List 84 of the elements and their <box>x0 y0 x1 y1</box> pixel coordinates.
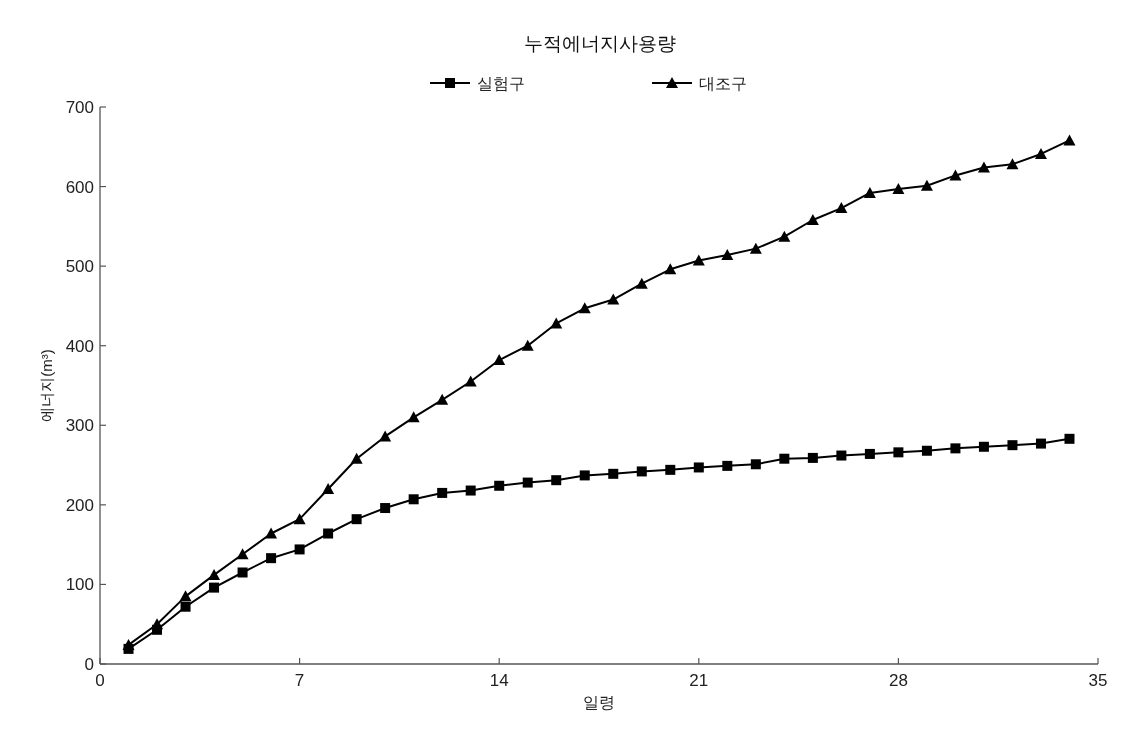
point <box>921 445 932 456</box>
point <box>692 254 705 266</box>
point <box>722 460 733 471</box>
point <box>494 480 505 491</box>
point <box>950 443 961 454</box>
point <box>693 462 704 473</box>
point <box>380 503 391 514</box>
point <box>294 544 305 555</box>
point <box>778 230 791 242</box>
chart-title: 누적에너지사용량 <box>524 33 676 54</box>
point <box>236 548 249 560</box>
point <box>550 317 563 329</box>
point <box>779 453 790 464</box>
point <box>179 590 192 602</box>
point <box>464 375 477 387</box>
point <box>893 447 904 458</box>
point <box>521 339 534 351</box>
point <box>806 213 819 225</box>
y-tick-label: 200 <box>65 495 94 515</box>
point <box>635 277 648 289</box>
point <box>864 448 875 459</box>
point <box>607 293 620 305</box>
point <box>323 528 334 539</box>
point <box>949 169 962 181</box>
point <box>920 179 933 191</box>
point <box>237 567 248 578</box>
point <box>522 477 533 488</box>
point <box>208 568 221 580</box>
x-tick-label: 21 <box>689 671 709 690</box>
point <box>407 411 420 423</box>
point <box>351 514 362 525</box>
point <box>807 452 818 463</box>
point <box>579 470 590 481</box>
x-tick-label: 14 <box>489 671 509 690</box>
point <box>1064 433 1075 444</box>
x-tick-label: 35 <box>1088 671 1108 690</box>
point <box>608 468 619 479</box>
point <box>209 582 220 593</box>
point <box>350 452 363 464</box>
point <box>437 487 448 498</box>
x-tick-label: 7 <box>294 671 305 690</box>
y-tick-label: 400 <box>65 336 94 356</box>
point <box>1007 440 1018 451</box>
x-tick-label: 28 <box>888 671 908 690</box>
point <box>1006 158 1019 170</box>
point <box>636 466 647 477</box>
y-tick-label: 600 <box>65 177 94 197</box>
y-tick-label: 500 <box>65 257 94 277</box>
y-tick-label: 0 <box>84 655 94 674</box>
point <box>123 643 134 654</box>
point <box>977 161 990 173</box>
point <box>152 624 163 635</box>
point <box>465 485 476 496</box>
y-axis-title: 에너지(m³) <box>38 349 55 422</box>
y-tick-label: 100 <box>65 575 94 595</box>
point <box>892 182 905 194</box>
point <box>863 186 876 198</box>
y-tick-label: 300 <box>65 416 94 436</box>
point <box>749 242 762 254</box>
point <box>665 464 676 475</box>
x-axis-title: 일령 <box>583 694 615 711</box>
point <box>978 441 989 452</box>
point <box>266 553 277 564</box>
point <box>664 263 677 275</box>
point <box>1034 147 1047 159</box>
point <box>835 202 848 214</box>
point <box>493 354 506 366</box>
point <box>265 527 278 539</box>
point <box>721 249 734 260</box>
point <box>551 475 562 486</box>
legend-label: 대조구 <box>699 75 747 92</box>
point <box>1035 438 1046 449</box>
legend-label: 실험구 <box>477 75 525 92</box>
point <box>180 601 191 612</box>
point <box>379 430 392 442</box>
point <box>750 459 761 470</box>
point <box>836 450 847 461</box>
y-tick-label: 700 <box>65 98 94 117</box>
point <box>578 302 591 314</box>
point <box>408 494 419 505</box>
point <box>436 393 449 405</box>
point <box>293 513 306 525</box>
point <box>1063 134 1076 146</box>
point <box>322 482 335 494</box>
